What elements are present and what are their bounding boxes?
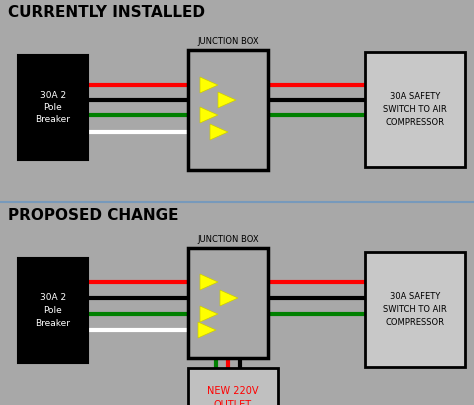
- Bar: [365, 252, 465, 367]
- Polygon shape: [220, 290, 238, 306]
- Text: JUNCTION BOX: JUNCTION BOX: [197, 37, 259, 46]
- Bar: [188, 368, 278, 405]
- Text: JUNCTION BOX: JUNCTION BOX: [197, 235, 259, 244]
- Polygon shape: [200, 306, 218, 322]
- Bar: [188, 248, 268, 358]
- Polygon shape: [200, 107, 218, 123]
- Text: 30A SAFETY
SWITCH TO AIR
COMPRESSOR: 30A SAFETY SWITCH TO AIR COMPRESSOR: [383, 92, 447, 127]
- Text: 30A 2
Pole
Breaker: 30A 2 Pole Breaker: [36, 294, 71, 328]
- Bar: [365, 52, 465, 167]
- Polygon shape: [200, 274, 218, 290]
- Text: NEW 220V
OUTLET: NEW 220V OUTLET: [207, 386, 259, 405]
- Polygon shape: [198, 322, 216, 338]
- Bar: [18, 258, 88, 363]
- Polygon shape: [218, 92, 236, 108]
- Polygon shape: [200, 77, 218, 93]
- Polygon shape: [210, 124, 228, 140]
- Text: CURRENTLY INSTALLED: CURRENTLY INSTALLED: [8, 5, 205, 20]
- Text: 30A SAFETY
SWITCH TO AIR
COMPRESSOR: 30A SAFETY SWITCH TO AIR COMPRESSOR: [383, 292, 447, 327]
- Bar: [18, 55, 88, 160]
- Text: PROPOSED CHANGE: PROPOSED CHANGE: [8, 208, 179, 223]
- Text: 30A 2
Pole
Breaker: 30A 2 Pole Breaker: [36, 90, 71, 124]
- Bar: [188, 50, 268, 170]
